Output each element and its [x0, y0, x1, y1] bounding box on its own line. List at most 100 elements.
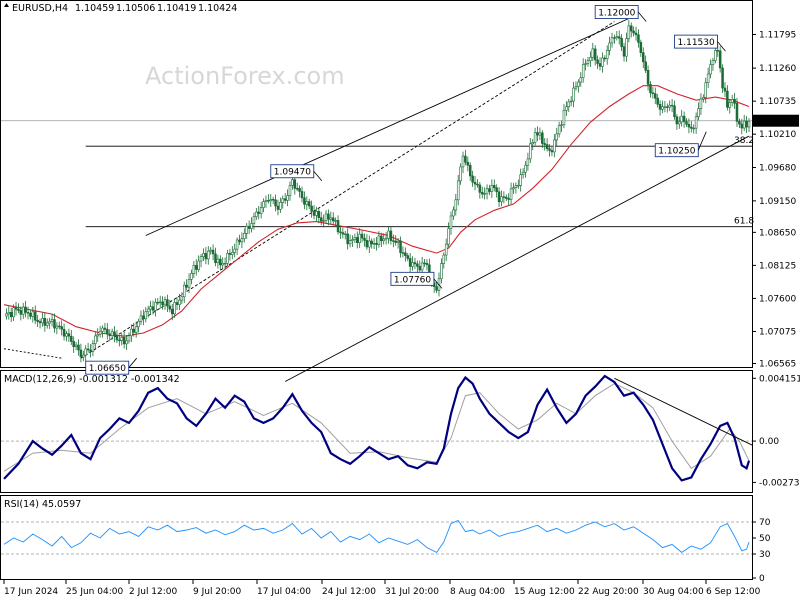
candle-body	[492, 185, 496, 189]
candle-body	[675, 116, 679, 125]
candle-body	[24, 306, 27, 313]
candle-body	[694, 116, 698, 129]
candle-body	[625, 38, 628, 57]
candle-body	[353, 237, 357, 240]
candle-body	[238, 239, 241, 243]
candle-body	[55, 325, 59, 329]
candle-body	[173, 302, 176, 315]
candle-body	[392, 240, 395, 242]
time-tick-label: 15 Aug 12:00	[514, 587, 575, 597]
candle-body	[161, 301, 164, 306]
candle-body	[538, 132, 542, 136]
candle-body	[505, 196, 508, 199]
time-tick-label: 31 Jul 20:00	[385, 587, 439, 597]
rsi-tick-label: 50	[759, 534, 771, 544]
candle-body	[163, 299, 167, 306]
candle-body	[536, 132, 539, 136]
candle-body	[168, 305, 172, 310]
annotation-leader	[697, 131, 707, 151]
channel-line	[3, 348, 62, 359]
candle-body	[680, 115, 683, 123]
candle-body	[202, 253, 205, 258]
macd-tick-label: -0.002732	[759, 478, 800, 488]
candle-body	[358, 233, 361, 243]
candle-body	[668, 104, 671, 108]
candle-body	[286, 195, 289, 201]
macd-tick-label: 0.004151	[759, 374, 800, 384]
candle-body	[226, 253, 229, 264]
candle-body	[120, 336, 124, 341]
candle-body	[243, 232, 246, 239]
candle-body	[108, 333, 112, 337]
candle-body	[658, 104, 662, 110]
candle-body	[440, 263, 443, 280]
candle-body	[644, 61, 647, 71]
candle-body	[531, 141, 534, 145]
candle-body	[639, 42, 643, 53]
candle-body	[565, 106, 568, 111]
candle-body	[377, 235, 381, 245]
candle-body	[569, 100, 573, 103]
candle-body	[12, 307, 15, 318]
candle-body	[180, 296, 184, 301]
candle-body	[661, 106, 664, 110]
candle-body	[137, 321, 140, 328]
candle-body	[733, 98, 736, 104]
candle-body	[550, 150, 554, 153]
candle-body	[106, 329, 109, 335]
candle-body	[178, 299, 181, 305]
channel-line	[284, 135, 750, 382]
candle-body	[26, 312, 30, 314]
candle-body	[319, 217, 323, 222]
candle-body	[632, 30, 635, 34]
candle-body	[113, 331, 116, 337]
candle-body	[654, 93, 657, 99]
candle-body	[134, 326, 138, 333]
candle-body	[495, 187, 498, 193]
candle-body	[303, 197, 306, 205]
candle-body	[471, 175, 474, 183]
macd-line	[3, 374, 751, 482]
candle-body	[360, 233, 364, 239]
candle-body	[252, 216, 256, 224]
candle-body	[341, 232, 345, 235]
candle-body	[723, 87, 727, 92]
candle-body	[216, 258, 220, 264]
candle-body	[666, 106, 669, 108]
price-annotation-label: 1.07760	[394, 275, 431, 285]
candle-body	[512, 187, 515, 190]
time-tick-label: 17 Jul 04:00	[257, 587, 311, 597]
candle-body	[721, 67, 724, 89]
time-tick-label: 24 Jul 12:00	[322, 587, 376, 597]
candle-body	[331, 217, 335, 222]
candle-body	[646, 70, 650, 85]
price-panel-frame	[0, 0, 753, 368]
candle-body	[7, 312, 11, 315]
candle-body	[9, 312, 13, 318]
annotation-leader	[313, 170, 323, 182]
macd-trendline	[614, 377, 753, 446]
candle-body	[557, 125, 561, 135]
macd-title: MACD(12,26,9) -0.001312 -0.001342	[4, 374, 180, 385]
symbol-label: EURUSD,H4	[12, 3, 68, 14]
candle-body	[490, 185, 494, 192]
candle-body	[735, 103, 739, 122]
candle-body	[5, 313, 8, 317]
current-price-label: 1.10424	[757, 117, 794, 127]
candle-body	[166, 299, 169, 307]
candle-body	[96, 334, 99, 337]
candle-body	[394, 240, 397, 243]
price-annotation-label: 1.11530	[678, 38, 715, 48]
candle-body	[192, 265, 196, 274]
candle-body	[197, 260, 200, 270]
candle-body	[175, 302, 179, 305]
candle-body	[72, 341, 75, 348]
candle-body	[572, 87, 575, 102]
candle-body	[380, 235, 383, 242]
price-overlays	[3, 14, 752, 382]
candle-body	[36, 319, 39, 322]
candle-body	[247, 225, 251, 229]
candle-body	[411, 262, 414, 267]
candle-body	[17, 309, 20, 311]
